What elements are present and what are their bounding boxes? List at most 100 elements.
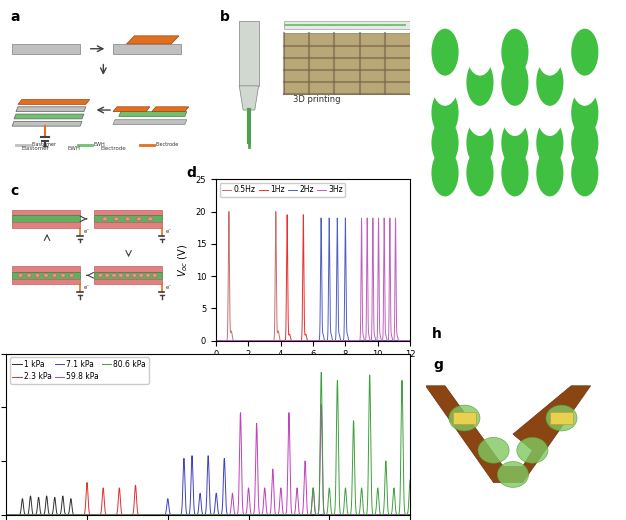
Text: Electrode: Electrode	[156, 142, 179, 147]
1 kPa	[12, 512, 19, 518]
Text: a: a	[10, 10, 19, 24]
1Hz	[262, 337, 270, 344]
Polygon shape	[14, 114, 84, 119]
1 kPa	[260, 512, 267, 518]
Text: e⁻: e⁻	[84, 229, 90, 233]
Circle shape	[498, 462, 528, 487]
Text: e⁻: e⁻	[165, 229, 172, 233]
1 kPa	[52, 501, 59, 508]
Circle shape	[146, 274, 150, 277]
1Hz	[284, 212, 291, 218]
Circle shape	[536, 149, 563, 197]
Polygon shape	[94, 272, 162, 279]
59.8 kPa	[215, 512, 223, 518]
Circle shape	[139, 274, 143, 277]
Polygon shape	[113, 120, 187, 124]
Polygon shape	[239, 21, 259, 86]
59.8 kPa	[317, 401, 325, 408]
Line: 2.3 kPa: 2.3 kPa	[6, 483, 410, 515]
Line: 2Hz: 2Hz	[216, 218, 410, 341]
Circle shape	[466, 89, 493, 136]
Circle shape	[466, 149, 493, 197]
7.1 kPa	[387, 512, 394, 518]
Circle shape	[125, 217, 130, 221]
Text: e⁻: e⁻	[84, 285, 90, 290]
Polygon shape	[426, 386, 590, 483]
1 kPa	[3, 512, 10, 518]
Circle shape	[52, 274, 57, 277]
Circle shape	[431, 89, 459, 136]
0.5Hz	[222, 337, 230, 344]
Circle shape	[61, 274, 65, 277]
Circle shape	[466, 119, 493, 166]
Polygon shape	[284, 21, 410, 30]
3Hz	[241, 337, 249, 344]
Text: b: b	[220, 10, 230, 24]
59.8 kPa	[3, 512, 10, 518]
59.8 kPa	[12, 512, 19, 518]
Circle shape	[571, 149, 598, 197]
Polygon shape	[12, 266, 80, 272]
Text: g: g	[433, 358, 443, 372]
59.8 kPa	[368, 512, 376, 518]
2Hz	[314, 337, 322, 344]
Polygon shape	[18, 99, 90, 105]
Polygon shape	[239, 86, 259, 110]
7.1 kPa	[215, 511, 223, 517]
Circle shape	[148, 217, 153, 221]
Circle shape	[118, 274, 123, 277]
7.1 kPa	[368, 512, 376, 518]
Polygon shape	[94, 210, 162, 215]
2.3 kPa	[12, 512, 19, 518]
2.3 kPa	[3, 512, 10, 518]
Circle shape	[466, 29, 493, 75]
Text: EWH: EWH	[68, 146, 81, 151]
Circle shape	[114, 217, 118, 221]
80.6 kPa	[317, 369, 325, 375]
59.8 kPa	[406, 512, 414, 518]
59.8 kPa	[387, 512, 394, 518]
Circle shape	[69, 274, 74, 277]
Polygon shape	[284, 33, 410, 94]
Polygon shape	[12, 223, 80, 228]
59.8 kPa	[52, 512, 59, 518]
59.8 kPa	[260, 500, 267, 506]
1Hz	[331, 337, 338, 344]
2Hz	[331, 337, 338, 344]
Circle shape	[501, 29, 528, 75]
80.6 kPa	[215, 512, 223, 518]
3Hz	[222, 337, 230, 344]
Circle shape	[536, 119, 563, 166]
3Hz	[314, 337, 322, 344]
Circle shape	[431, 149, 459, 197]
Polygon shape	[113, 107, 150, 112]
1Hz	[222, 337, 230, 344]
Legend: 0.5Hz, 1Hz, 2Hz, 3Hz: 0.5Hz, 1Hz, 2Hz, 3Hz	[220, 183, 346, 197]
Circle shape	[111, 274, 116, 277]
80.6 kPa	[52, 512, 59, 518]
Polygon shape	[94, 266, 162, 272]
2.3 kPa	[52, 512, 59, 518]
Circle shape	[431, 119, 459, 166]
Circle shape	[125, 274, 130, 277]
80.6 kPa	[3, 512, 10, 518]
2Hz	[406, 337, 414, 344]
Polygon shape	[12, 121, 82, 126]
2.3 kPa	[260, 512, 267, 518]
3Hz	[331, 337, 338, 344]
Text: Elastomer: Elastomer	[21, 146, 49, 151]
3Hz	[312, 337, 319, 344]
3Hz	[212, 337, 220, 344]
Text: Elastomer: Elastomer	[31, 142, 56, 147]
Text: EWH: EWH	[94, 142, 105, 147]
1Hz	[212, 337, 220, 344]
3Hz	[262, 337, 270, 344]
80.6 kPa	[406, 477, 414, 483]
Circle shape	[27, 274, 31, 277]
Polygon shape	[12, 44, 80, 54]
2.3 kPa	[368, 512, 376, 518]
0.5Hz	[225, 209, 233, 215]
Line: 1Hz: 1Hz	[216, 215, 410, 341]
Line: 80.6 kPa: 80.6 kPa	[6, 372, 410, 515]
0.5Hz	[406, 337, 414, 344]
